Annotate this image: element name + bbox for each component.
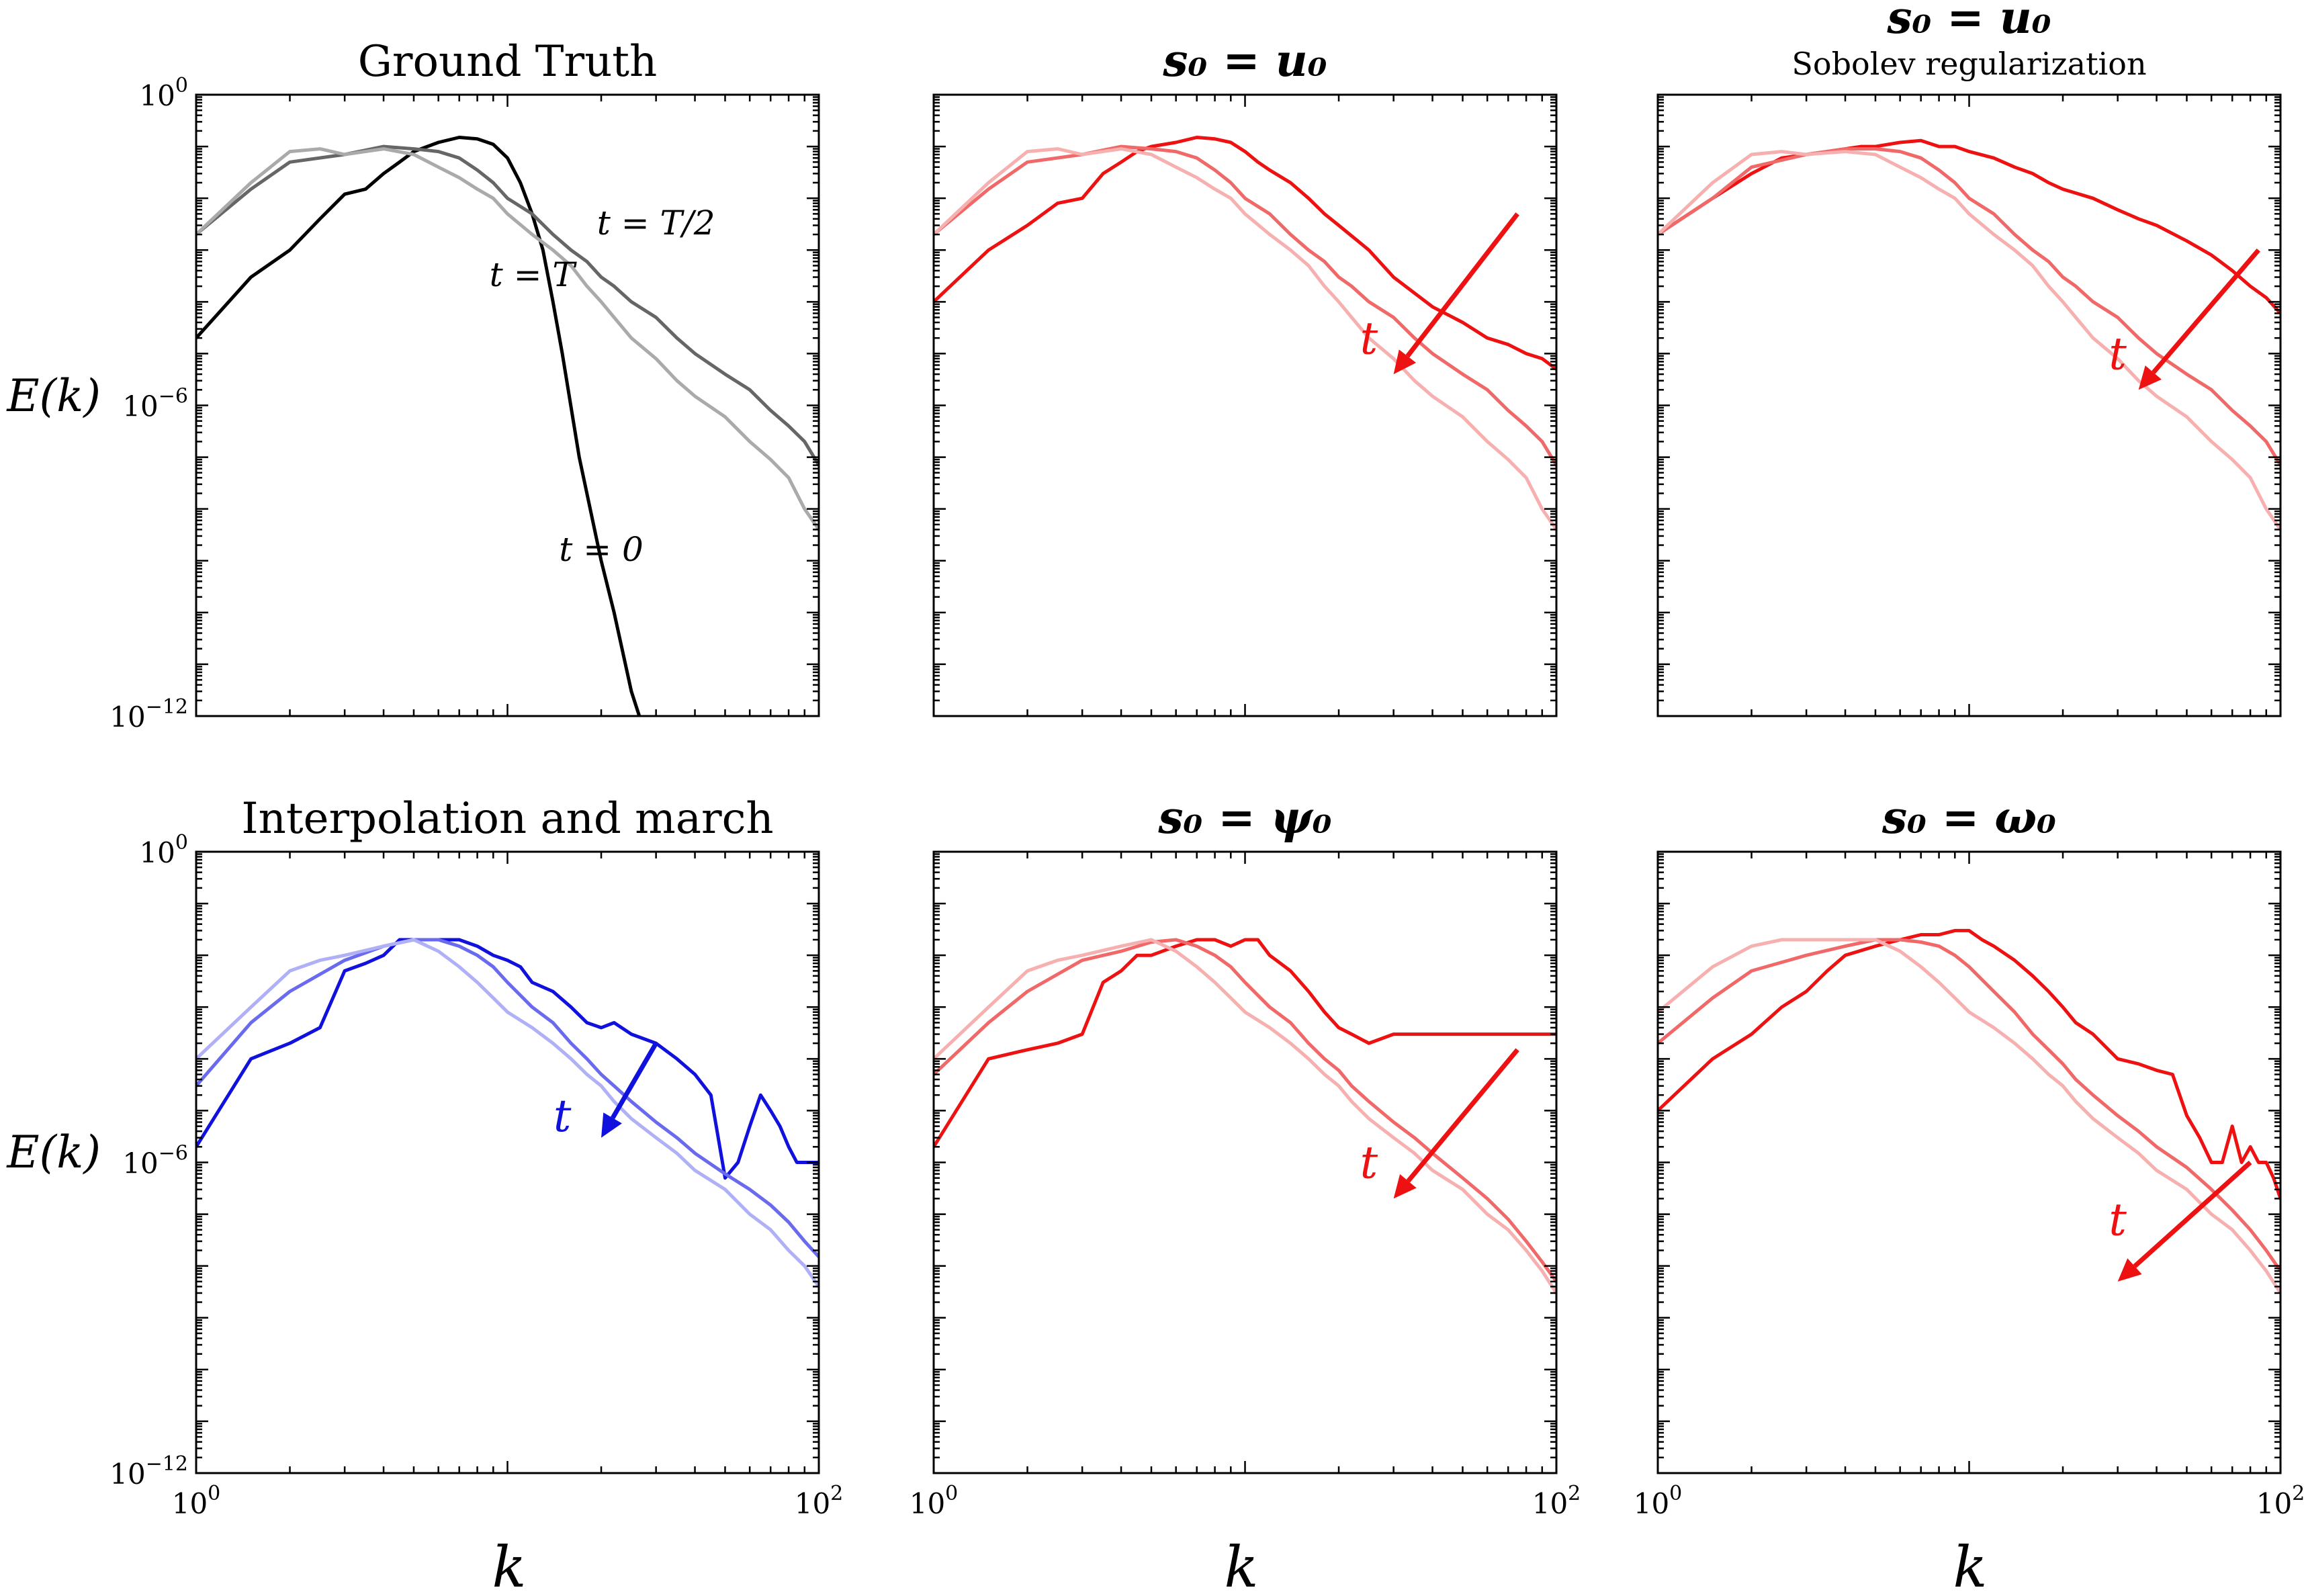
series-line-2: [1658, 938, 2280, 1273]
y-tick-label: 10−6: [122, 1142, 188, 1180]
series-line-1: [1658, 928, 2280, 1200]
arrow-shaft: [2152, 248, 2260, 374]
series-group: [196, 938, 819, 1288]
y-tick-label: 100: [139, 831, 188, 869]
x-tick-label: 100: [910, 1482, 959, 1520]
xlabel-col-1: k: [492, 1534, 527, 1596]
panel-subtitle: Sobolev regularization: [1791, 46, 2146, 82]
series-line-1: [934, 938, 1556, 1149]
y-tick-label: 10−12: [109, 695, 188, 734]
y-tick-label: 10−6: [122, 385, 188, 423]
arrow-head: [2117, 1258, 2142, 1282]
x-tick-label: 100: [172, 1482, 221, 1520]
arrow-shaft: [611, 1042, 658, 1120]
ylabel-row-1: E(k): [6, 370, 101, 422]
series-group: [1658, 928, 2280, 1295]
tick-marks: [1656, 850, 2282, 1474]
annotation-label: t = 0: [559, 530, 644, 569]
series-line-1: [196, 938, 819, 1180]
series-group: [934, 136, 1556, 531]
tick-marks: [195, 850, 820, 1474]
x-tick-label: 102: [2256, 1482, 2304, 1520]
panel-1: 100 10−6 10−12 Ground Truth t = T/2 t = T t = …: [109, 37, 820, 734]
panel-title: s₀ = ω₀: [1881, 791, 2056, 844]
series-line-2: [1658, 147, 2280, 467]
tick-marks: [1656, 93, 2282, 717]
x-tick-label: 102: [795, 1482, 844, 1520]
series-group: [1658, 138, 2280, 531]
arrow-head: [1393, 349, 1417, 375]
y-tick-label: 10−12: [109, 1452, 188, 1491]
arrow-head: [601, 1112, 622, 1138]
arrow-head: [1393, 1174, 1417, 1199]
annotation-label: t: [2109, 1194, 2127, 1245]
arrow-head: [2138, 365, 2162, 390]
annotation-label: t = T: [490, 255, 578, 294]
arrow-shaft: [2133, 1160, 2252, 1268]
arrow-shaft: [1405, 212, 1519, 358]
x-tick-label: 102: [1532, 1482, 1581, 1520]
ylabel-row-2: E(k): [6, 1126, 101, 1178]
xlabel-col-2: k: [1225, 1534, 1259, 1596]
series-group: [196, 136, 819, 716]
panel-6: 100 102 s₀ = ω₀ t: [1634, 791, 2304, 1520]
series-line-2: [196, 144, 819, 467]
arrow-shaft: [1406, 1048, 1519, 1183]
panel-title: s₀ = u₀: [1162, 34, 1327, 87]
tick-marks: [195, 93, 820, 717]
annotation-label: t: [2109, 328, 2127, 380]
annotation-label: t = T/2: [597, 204, 715, 242]
annotation-label: t: [1360, 312, 1378, 364]
annotation-label: t: [1360, 1137, 1378, 1189]
series-line-3: [1658, 150, 2280, 531]
series-line-2: [934, 938, 1556, 1284]
series-line-3: [934, 147, 1556, 531]
series-line-3: [934, 938, 1556, 1295]
series-line-1: [196, 136, 641, 716]
xlabel-col-3: k: [1953, 1534, 1988, 1596]
x-tick-label: 100: [1634, 1482, 1683, 1520]
panel-2: s₀ = u₀ t: [932, 34, 1558, 717]
panel-title: Ground Truth: [358, 37, 657, 87]
y-tick-label: 100: [139, 74, 188, 112]
series-line-2: [934, 144, 1556, 467]
series-line-3: [196, 147, 819, 531]
series-line-3: [196, 938, 819, 1288]
series-group: [934, 938, 1556, 1295]
panel-5: 100 102 s₀ = ψ₀ t: [910, 791, 1581, 1520]
panel-title: Interpolation and march: [241, 794, 773, 844]
panel-title: s₀ = ψ₀: [1157, 791, 1331, 844]
tick-marks: [932, 93, 1558, 717]
series-line-3: [1658, 938, 2280, 1295]
annotation-label: t: [553, 1090, 572, 1142]
panel-title: s₀ = u₀: [1886, 0, 2051, 44]
tick-marks: [932, 850, 1558, 1474]
series-line-1: [934, 136, 1556, 371]
